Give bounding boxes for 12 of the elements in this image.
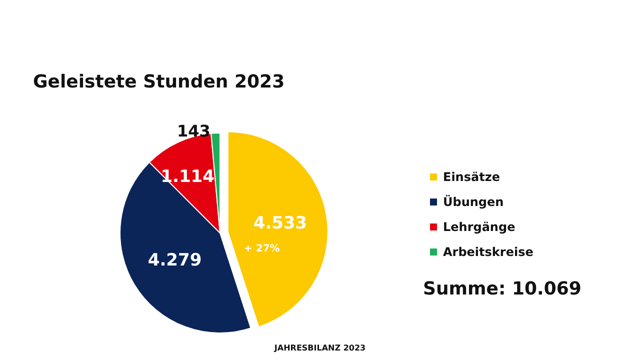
text: + 27%	[244, 244, 280, 254]
legend-label: Übungen	[443, 194, 504, 209]
legend-label: Arbeitskreise	[443, 245, 534, 259]
text: Summe: 10.069	[423, 278, 582, 300]
data-label: 143	[177, 122, 210, 141]
legend-label: Lehrgänge	[443, 220, 516, 234]
chart-title: Geleistete Stunden 2023	[33, 72, 285, 92]
data-label: 1.114	[160, 166, 215, 187]
data-label: 4.279	[148, 250, 202, 271]
data-label: 4.533	[253, 213, 308, 234]
legend-label: Einsätze	[443, 170, 500, 184]
text: JAHRESBILANZ 2023	[273, 344, 366, 352]
